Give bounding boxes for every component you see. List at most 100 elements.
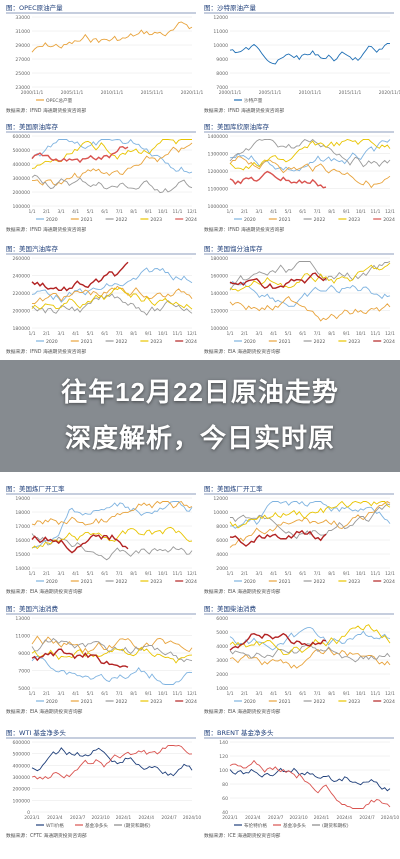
series-line — [31, 646, 193, 664]
x-tick-label: 10/1 — [158, 331, 168, 337]
series-line — [229, 647, 391, 669]
y-tick-label: 300000 — [12, 775, 30, 781]
x-tick-label: 11/1 — [371, 209, 381, 215]
y-tick-label: 200000 — [12, 787, 30, 793]
x-tick-label: 2010/11/1 — [101, 90, 124, 96]
legend-label: 2020 — [46, 339, 58, 345]
x-tick-label: 1/1 — [226, 691, 233, 697]
x-tick-label: 9/1 — [343, 209, 350, 215]
panel-source: 数据来源：EIA 海通期货投资咨询部 — [6, 588, 83, 595]
y-tick-label: 10000 — [213, 43, 228, 49]
legend-label: 2024 — [185, 579, 197, 585]
legend-label: 2020 — [244, 339, 256, 345]
panel-source: 数据来源：EIA 海通期货投资咨询部 — [6, 708, 83, 715]
legend-label: 2023 — [348, 217, 360, 223]
y-tick-label: 400000 — [12, 763, 30, 769]
series-line — [31, 174, 193, 194]
legend-label: 基金净多头 — [85, 822, 108, 829]
headline-line-2: 深度解析，今日实时原 — [64, 423, 335, 453]
panel-source: 数据来源：EIA 海通期货投资咨询部 — [204, 348, 281, 355]
x-tick-label: 12/1 — [187, 331, 197, 337]
series-line — [229, 42, 391, 65]
y-tick-label: 60 — [222, 796, 228, 802]
x-tick-label: 10/1 — [158, 571, 168, 577]
x-tick-label: 4/1 — [72, 331, 79, 337]
x-tick-label: 12/1 — [385, 571, 395, 577]
x-tick-label: 2023/4 — [47, 815, 63, 821]
legend-label: 2024 — [185, 699, 197, 705]
x-tick-label: 2015/11/1 — [141, 90, 164, 96]
x-tick-label: 2015/11/1 — [339, 90, 362, 96]
series-line — [230, 500, 391, 529]
y-tick-label: 80 — [222, 782, 228, 788]
panel-title: 图：美国柴油消费 — [204, 604, 257, 613]
panel-title: 图：美国炼厂开工率 — [204, 484, 263, 493]
x-tick-label: 8/1 — [130, 691, 137, 697]
y-tick-label: 5000 — [216, 630, 228, 636]
series-line — [229, 170, 327, 189]
x-tick-label: 2005/11/1 — [61, 90, 84, 96]
x-tick-label: 2024/1 — [314, 815, 330, 821]
x-tick-label: 7/1 — [116, 571, 123, 577]
x-tick-label: 8/1 — [328, 209, 335, 215]
y-tick-label: 14000 — [15, 566, 30, 572]
headline-line-1: 往年12月22日原油走势 — [61, 377, 339, 407]
legend-label: 2021 — [81, 579, 93, 585]
y-tick-label: 25000 — [15, 71, 30, 77]
x-tick-label: 8/1 — [130, 331, 137, 337]
y-tick-label: 100000 — [210, 326, 228, 332]
y-tick-label: 500000 — [12, 148, 30, 154]
y-tick-label: 4000 — [216, 552, 228, 558]
x-tick-label: 10/1 — [356, 331, 366, 337]
x-tick-label: 11/1 — [371, 571, 381, 577]
x-tick-label: 2023/10 — [289, 815, 307, 821]
legend-label: 2024 — [185, 339, 197, 345]
series-line — [31, 293, 193, 316]
legend-label: 2020 — [244, 217, 256, 223]
x-tick-label: 4/1 — [270, 331, 277, 337]
y-tick-label: 500000 — [12, 752, 30, 758]
legend-label: 2024 — [383, 579, 395, 585]
legend-label: 2024 — [383, 217, 395, 223]
x-tick-label: 7/1 — [314, 571, 321, 577]
x-tick-label: 2020/11/1 — [379, 90, 400, 96]
y-tick-label: 15000 — [15, 552, 30, 558]
x-tick-label: 2/1 — [43, 209, 50, 215]
series-line — [229, 759, 391, 809]
panel-source: 数据来源：IFND 海通期货投资咨询部 — [204, 226, 284, 233]
legend-label: 布伦特价格 — [244, 822, 267, 829]
legend-label: 2024 — [383, 699, 395, 705]
series-line — [229, 261, 391, 291]
legend-label: 2021 — [279, 699, 291, 705]
y-tick-label: 10000 — [213, 510, 228, 516]
x-tick-label: 8/1 — [130, 571, 137, 577]
x-tick-label: 6/1 — [101, 691, 108, 697]
x-tick-label: 7/1 — [314, 331, 321, 337]
y-tick-label: 600000 — [12, 740, 30, 746]
y-tick-label: 200000 — [12, 309, 30, 315]
series-line — [229, 139, 391, 171]
x-tick-label: 9/1 — [343, 691, 350, 697]
y-tick-label: 12000 — [213, 15, 228, 21]
x-tick-label: 5/1 — [87, 209, 94, 215]
x-tick-label: 4/1 — [270, 209, 277, 215]
series-line — [229, 280, 391, 307]
y-tick-label: 1400000 — [208, 134, 229, 140]
x-tick-label: 5/1 — [87, 691, 94, 697]
legend-label: 2024 — [383, 339, 395, 345]
y-tick-label: 1100000 — [208, 187, 229, 193]
x-tick-label: 11/1 — [371, 331, 381, 337]
y-tick-label: 12000 — [213, 496, 228, 502]
legend-label: WTI价格 — [46, 822, 64, 829]
y-tick-label: 1000000 — [208, 204, 229, 210]
x-tick-label: 4/1 — [72, 571, 79, 577]
x-tick-label: 4/1 — [72, 209, 79, 215]
x-tick-label: 5/1 — [285, 331, 292, 337]
series-line — [31, 745, 193, 780]
series-line — [31, 534, 129, 554]
x-tick-label: 10/1 — [158, 691, 168, 697]
panel-title: 图：美国原油库存 — [6, 122, 59, 131]
series-line — [31, 285, 193, 305]
panel-title: 图：美国馏分油库存 — [204, 244, 263, 253]
legend-label: 2022 — [116, 339, 128, 345]
